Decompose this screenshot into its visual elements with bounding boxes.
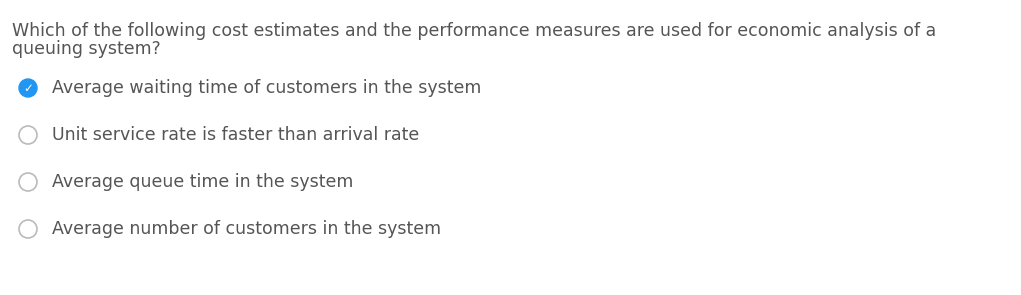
Circle shape — [19, 173, 37, 191]
Circle shape — [19, 126, 37, 144]
Text: ✓: ✓ — [23, 82, 33, 95]
Circle shape — [19, 220, 37, 238]
Text: Unit service rate is faster than arrival rate: Unit service rate is faster than arrival… — [52, 126, 420, 144]
Text: Average waiting time of customers in the system: Average waiting time of customers in the… — [52, 79, 481, 97]
Circle shape — [19, 79, 37, 97]
Text: Average queue time in the system: Average queue time in the system — [52, 173, 353, 191]
Text: queuing system?: queuing system? — [12, 40, 160, 58]
Text: Which of the following cost estimates and the performance measures are used for : Which of the following cost estimates an… — [12, 22, 936, 40]
Text: Average number of customers in the system: Average number of customers in the syste… — [52, 220, 441, 238]
